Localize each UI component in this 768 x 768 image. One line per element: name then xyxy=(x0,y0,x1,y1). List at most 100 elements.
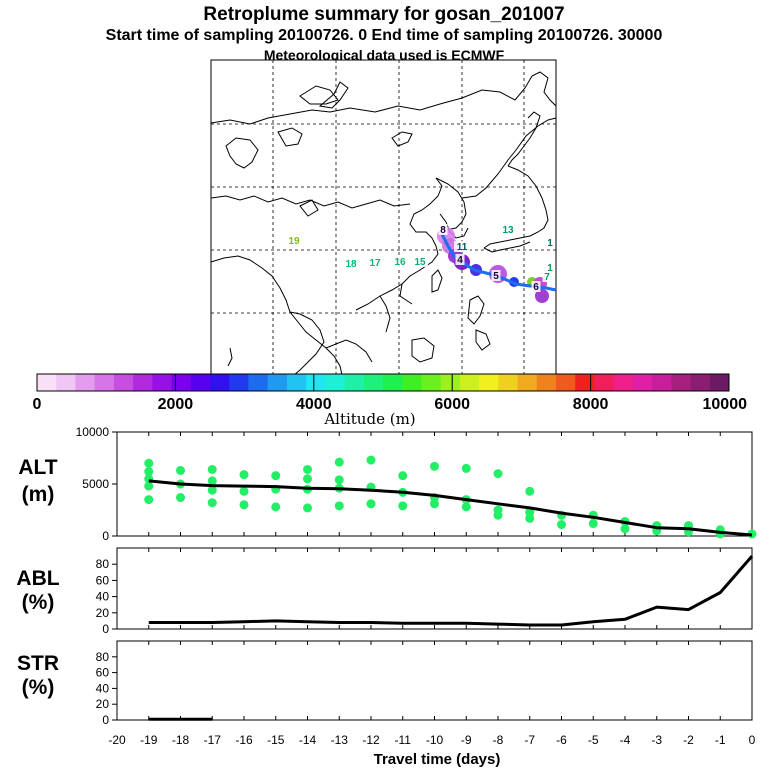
coastlines xyxy=(210,71,557,376)
series-line xyxy=(148,479,753,537)
colorbar-swatch xyxy=(690,374,711,391)
map-frame xyxy=(210,59,557,376)
panel-label: STR xyxy=(17,652,59,675)
map-day-label: 17 xyxy=(369,258,381,269)
x-tick-label: -18 xyxy=(172,733,190,747)
colorbar-swatch xyxy=(113,374,134,391)
scatter-point xyxy=(493,510,503,520)
map-day-label: 8 xyxy=(440,225,446,236)
panel-label: ABL xyxy=(16,567,59,590)
map-day-label: 4 xyxy=(457,255,463,266)
colorbar-swatch xyxy=(613,374,634,391)
colorbar-swatch xyxy=(517,374,538,391)
colorbar-tick-label: 10000 xyxy=(703,396,748,413)
colorbar-swatch xyxy=(267,374,288,391)
scatter-point xyxy=(239,500,249,510)
x-tick-label: -12 xyxy=(362,733,380,747)
map-label-bg xyxy=(392,256,408,267)
y-tick-label: 0 xyxy=(102,713,109,727)
series-line xyxy=(148,555,754,627)
colorbar-tick-label: 0 xyxy=(33,396,42,413)
colorbar-swatch xyxy=(709,374,730,391)
scatter-point xyxy=(430,461,439,471)
panel-frame xyxy=(116,547,753,630)
x-tick-label: -2 xyxy=(683,733,694,747)
y-tick-label: 40 xyxy=(96,681,110,695)
colorbar-swatch xyxy=(94,374,115,391)
colorbar-swatch xyxy=(498,374,519,391)
map-label-bg xyxy=(343,258,359,269)
colorbar-swatch xyxy=(229,374,249,391)
scatter-point xyxy=(588,519,598,529)
panel-alt: 0 5000 10000 ALT (m) xyxy=(18,425,757,543)
colorbar-swatch xyxy=(152,374,173,391)
scatter-point xyxy=(271,502,281,512)
colorbar-tick-label: 4000 xyxy=(296,396,332,413)
colorbar-swatch xyxy=(171,374,192,391)
scatter-point xyxy=(271,471,281,481)
colorbar-swatch xyxy=(440,374,461,391)
scatter-point xyxy=(525,507,535,517)
colorbar-tick-label: 6000 xyxy=(434,396,470,413)
colorbar-tick-label: 8000 xyxy=(573,396,609,413)
panel-label: ALT xyxy=(18,456,57,479)
colorbar-swatch xyxy=(594,374,615,391)
y-tick-label: 80 xyxy=(96,650,110,664)
colorbar-swatch xyxy=(556,374,576,391)
x-axis-label: Travel time (days) xyxy=(374,751,501,768)
colorbar-swatch xyxy=(286,374,307,391)
x-tick-label: -19 xyxy=(140,733,158,747)
scatter-point xyxy=(493,469,503,479)
scatter-point xyxy=(144,495,154,505)
colorbar-swatch xyxy=(75,374,96,391)
map-label-bg xyxy=(545,262,555,273)
panel-abl: 0 20 40 60 80 ABL(%) xyxy=(16,547,754,636)
colorbar-swatch xyxy=(536,374,557,391)
scatter-point xyxy=(207,476,217,486)
x-tick-label: -4 xyxy=(620,733,631,747)
scatter-point xyxy=(398,501,408,511)
x-tick-label: -6 xyxy=(556,733,567,747)
time-series-panels: 0500010000ALT(m)020406080ABL(%)020406080… xyxy=(16,425,757,768)
colorbar-swatch xyxy=(56,374,76,391)
x-tick-label: -7 xyxy=(524,733,535,747)
colorbar-swatch xyxy=(210,374,230,391)
scatter-point xyxy=(207,498,217,508)
x-axis: -20 -19 -18 -17 -16 -15 -14 -13 -12 -11 -10 -9 -8 -7-… xyxy=(108,733,755,768)
map-day-label: 13 xyxy=(502,225,514,236)
scatter-point xyxy=(620,524,630,534)
colorbar-swatch xyxy=(632,374,653,391)
colorbar-swatch xyxy=(248,374,269,391)
map-day-label: 15 xyxy=(414,257,426,268)
chart-title: Retroplume summary for gosan_201007 xyxy=(203,4,565,25)
colorbar-swatch xyxy=(325,374,346,391)
altitude-colorbar: 0 2000 4000 6000 8000 10000 Altitude (m) xyxy=(33,373,748,428)
x-tick-label: -14 xyxy=(299,733,317,747)
x-tick-label: -15 xyxy=(267,733,285,747)
scatter-point xyxy=(303,503,312,513)
scatter-point xyxy=(207,464,217,474)
y-tick-label: 40 xyxy=(96,590,110,604)
colorbar-swatch xyxy=(575,374,595,391)
scatter-point xyxy=(461,502,471,512)
y-tick-label: 5000 xyxy=(82,477,109,491)
y-tick-label: 0 xyxy=(102,622,109,636)
scatter-point xyxy=(239,470,249,480)
scatter-point xyxy=(144,481,154,491)
plume-cluster-point xyxy=(535,289,549,303)
map-label-bg xyxy=(545,237,555,248)
x-tick-label: -9 xyxy=(461,733,472,747)
y-tick-label: 20 xyxy=(96,606,110,620)
x-tick-label: 0 xyxy=(749,733,756,747)
x-tick-label: -16 xyxy=(235,733,253,747)
map-label-bg xyxy=(455,254,465,265)
scatter-point xyxy=(144,467,154,477)
panel-unit: (%) xyxy=(22,676,55,699)
colorbar-swatch xyxy=(459,374,480,391)
scatter-point xyxy=(557,520,566,530)
panel-frame xyxy=(116,640,753,721)
x-tick-label: -11 xyxy=(395,733,412,747)
